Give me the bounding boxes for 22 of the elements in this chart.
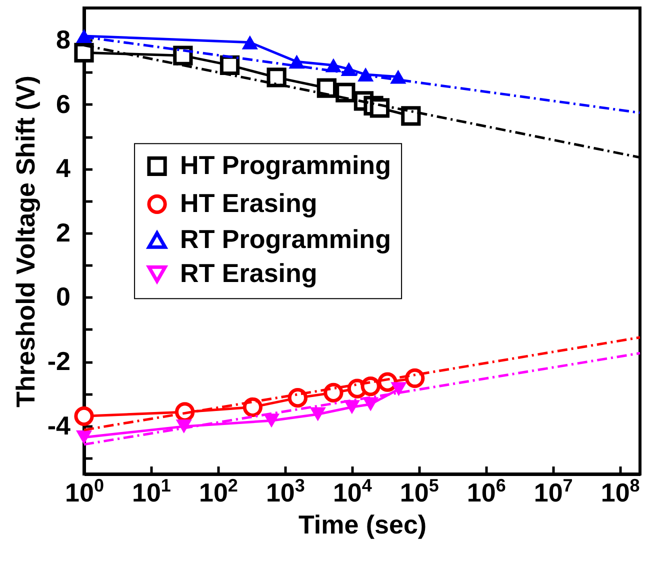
y-tick-label: -2: [47, 346, 70, 376]
legend-label: RT Programming: [180, 224, 391, 254]
y-tick-label: 0: [56, 282, 70, 312]
y-tick-label: 6: [56, 88, 70, 119]
legend-label: RT Erasing: [180, 258, 318, 288]
x-axis-title: Time (sec): [298, 510, 427, 540]
x-tick-label: 10$^{6}$: [466, 476, 506, 508]
y-tick-label: -4: [47, 410, 72, 440]
y-axis-title: Threshold Voltage Shift (V): [10, 76, 40, 408]
x-tick-label: 10$^{0}$: [65, 476, 104, 508]
y-tick-label: 8: [56, 24, 70, 55]
x-tick-label: 10$^{7}$: [534, 476, 573, 508]
x-tick-label: 10$^{3}$: [266, 476, 305, 508]
y-tick-label: 4: [56, 153, 72, 184]
legend-label: HT Programming: [180, 150, 391, 180]
x-tick-label: 10$^{8}$: [600, 476, 640, 508]
y-tick-label: 2: [56, 217, 70, 248]
x-tick-label: 10$^{4}$: [332, 476, 372, 508]
legend-label: HT Erasing: [180, 188, 318, 218]
x-tick-label: 10$^{2}$: [198, 476, 238, 508]
x-tick-label: 10$^{5}$: [400, 476, 439, 508]
x-tick-label: 10$^{1}$: [132, 476, 171, 508]
